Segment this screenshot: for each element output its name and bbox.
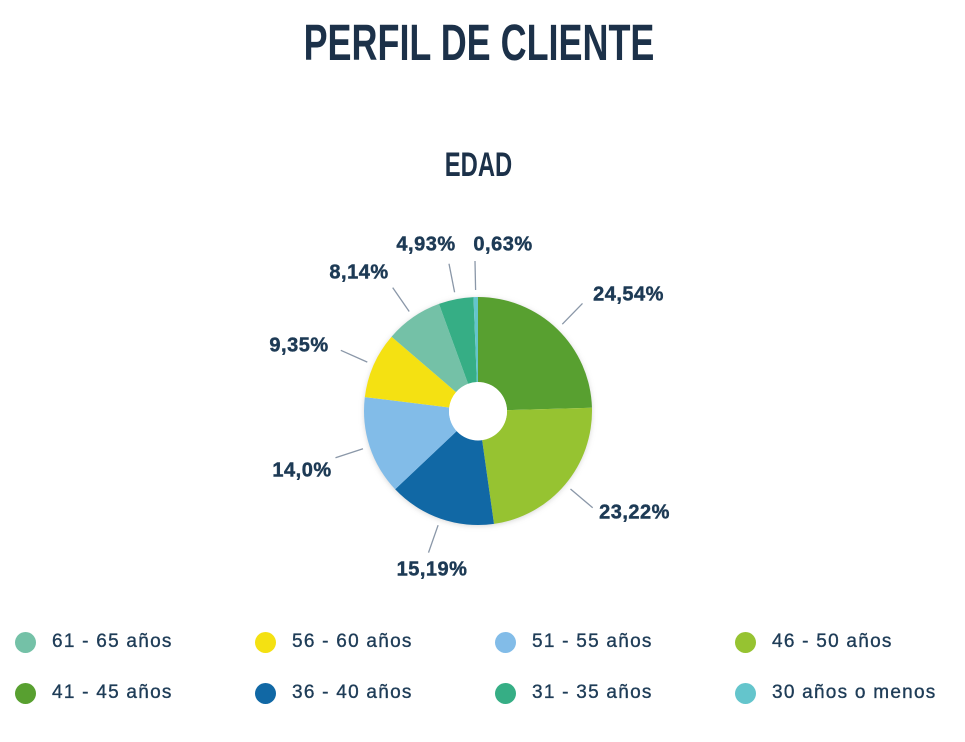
svg-text:8,14%: 8,14% [329,262,388,284]
svg-text:15,19%: 15,19% [397,559,468,581]
svg-text:EDAD: EDAD [445,146,512,184]
svg-text:4,93%: 4,93% [396,234,455,256]
svg-text:23,22%: 23,22% [599,502,670,524]
svg-text:14,0%: 14,0% [272,460,331,482]
svg-text:24,54%: 24,54% [593,284,664,306]
svg-text:0,63%: 0,63% [473,234,532,256]
svg-text:9,35%: 9,35% [269,335,328,357]
svg-text:PERFIL DE CLIENTE: PERFIL DE CLIENTE [304,15,655,72]
